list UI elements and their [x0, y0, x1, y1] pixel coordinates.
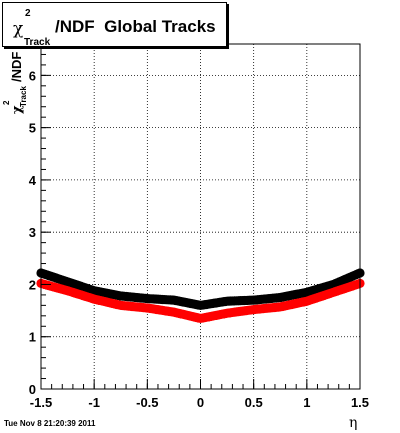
x-tick-label: 1 — [303, 395, 310, 410]
x-tick-label: 1.5 — [351, 395, 369, 410]
title-chi: χ — [13, 19, 24, 39]
ylabel-rest: /NDF — [9, 51, 24, 82]
tick-labels: -1.5 -1 -0.5 0 0.5 1 1.5 0 1 2 3 4 5 6 — [29, 68, 369, 410]
data-points — [36, 268, 365, 324]
y-axis-label: χ 2 Track /NDF — [2, 52, 28, 140]
x-tick-label: 0.5 — [245, 395, 263, 410]
y-tick-label: 4 — [29, 173, 37, 188]
title-main: /NDF Global Tracks — [55, 17, 216, 36]
y-tick-label: 3 — [29, 225, 36, 240]
axis-ticks — [40, 43, 361, 390]
grid — [40, 44, 361, 389]
ylabel-superscript: 2 — [2, 100, 11, 105]
y-tick-label: 5 — [29, 121, 36, 136]
ylabel-subscript: Track — [19, 86, 28, 107]
title-superscript: 2 — [25, 8, 31, 19]
timestamp: Tue Nov 8 21:20:39 2011 — [4, 419, 96, 428]
y-tick-label: 6 — [29, 68, 36, 83]
y-tick-label: 1 — [29, 330, 36, 345]
x-axis-label: η — [349, 415, 358, 431]
x-tick-label: 0 — [197, 395, 204, 410]
x-tick-label: -1.5 — [30, 395, 52, 410]
x-tick-label: -1 — [88, 395, 100, 410]
y-tick-label: 0 — [29, 382, 36, 397]
x-tick-label: -0.5 — [136, 395, 158, 410]
y-tick-label: 2 — [29, 277, 36, 292]
chart-title: χ 2 Track /NDF Global Tracks — [2, 2, 227, 48]
title-subscript: Track — [24, 37, 51, 48]
